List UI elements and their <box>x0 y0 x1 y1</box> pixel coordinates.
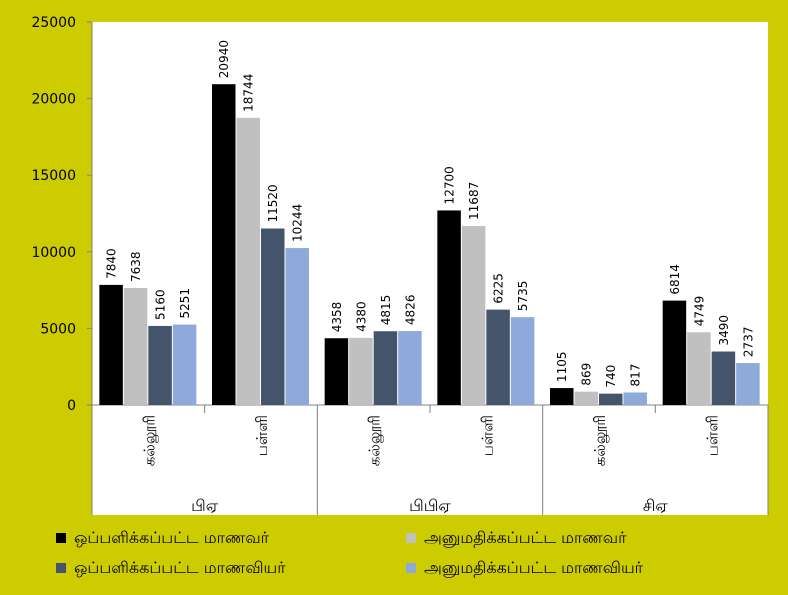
data-label: 1105 <box>555 352 569 383</box>
y-tick-label: 20000 <box>31 92 76 108</box>
bar <box>486 309 510 405</box>
bar <box>736 363 760 405</box>
legend-item-admitted-female: அனுமதிக்கப்பட்ட மாணவியர் <box>406 557 643 579</box>
data-label: 11520 <box>266 184 280 222</box>
bar <box>574 391 598 405</box>
data-label: 5735 <box>516 281 530 312</box>
bar <box>349 337 373 405</box>
y-tick-label: 25000 <box>31 15 76 31</box>
bar <box>550 388 574 405</box>
data-label: 5160 <box>154 289 168 320</box>
data-label: 12700 <box>443 166 457 204</box>
bar <box>687 332 711 405</box>
plot-area <box>92 22 768 405</box>
data-label: 4380 <box>354 301 368 332</box>
bar <box>99 284 123 405</box>
legend-label-admitted-female: அனுமதிக்கப்பட்ட மாணவியர் <box>424 557 644 577</box>
legend-item-sanctioned-male: ஒப்பளிக்கப்பட்ட மாணவர் <box>56 527 269 549</box>
category-label: கல்லூரி <box>591 415 610 466</box>
bar <box>324 338 349 405</box>
data-label: 4749 <box>692 296 706 327</box>
group-label: சிஏ <box>643 496 669 515</box>
legend-label-sanctioned-male: ஒப்பளிக்கப்பட்ட மாணவர் <box>74 527 270 547</box>
data-label: 869 <box>580 363 594 386</box>
category-label: கல்லூரி <box>140 415 159 466</box>
bar <box>148 325 172 405</box>
bar <box>236 117 260 405</box>
bar <box>123 287 148 405</box>
legend-swatch-admitted-male <box>406 533 416 543</box>
legend-label-sanctioned-female: ஒப்பளிக்கப்பட்ட மாணவியர் <box>74 557 286 577</box>
data-label: 4826 <box>403 295 417 326</box>
category-label: கல்லூரி <box>366 415 385 466</box>
legend-swatch-sanctioned-male <box>56 533 66 543</box>
data-label: 10244 <box>291 204 305 242</box>
data-label: 740 <box>604 365 618 388</box>
category-label: பள்ளி <box>478 415 496 456</box>
bar <box>398 331 422 405</box>
legend: ஒப்பளிக்கப்பட்ட மாணவர் அனுமதிக்கப்பட்ட ம… <box>56 527 776 587</box>
legend-label-admitted-male: அனுமதிக்கப்பட்ட மாணவர் <box>424 527 627 547</box>
bar <box>261 228 285 405</box>
data-label: 11687 <box>467 182 481 220</box>
group-label: பிஏ <box>191 496 219 515</box>
legend-swatch-admitted-female <box>406 563 416 573</box>
group-label: பிபிஏ <box>409 496 451 515</box>
bar <box>172 324 197 405</box>
bar <box>373 331 398 405</box>
data-label: 4358 <box>330 302 344 333</box>
category-label: பள்ளி <box>704 415 722 456</box>
y-tick-label: 0 <box>67 398 76 414</box>
data-label: 817 <box>629 364 643 387</box>
bar <box>599 393 623 405</box>
data-label: 2737 <box>741 327 755 358</box>
bar <box>662 300 687 405</box>
bar <box>623 392 647 405</box>
legend-swatch-sanctioned-female <box>56 563 66 573</box>
bar <box>437 210 461 405</box>
data-label: 6225 <box>492 273 506 304</box>
category-label: பள்ளி <box>253 415 271 456</box>
bar <box>285 248 309 405</box>
y-tick-label: 5000 <box>40 321 76 337</box>
data-label: 3490 <box>717 315 731 346</box>
data-label: 6814 <box>668 264 682 295</box>
data-label: 4815 <box>379 295 393 326</box>
data-label: 7840 <box>105 248 119 279</box>
y-tick-label: 15000 <box>31 168 76 184</box>
bar <box>212 84 236 405</box>
legend-item-admitted-male: அனுமதிக்கப்பட்ட மாணவர் <box>406 527 626 549</box>
y-tick-label: 10000 <box>31 245 76 261</box>
bar <box>510 317 535 405</box>
bar <box>711 351 736 405</box>
bar <box>461 225 486 405</box>
data-label: 18744 <box>242 74 256 112</box>
data-label: 7638 <box>129 251 143 282</box>
data-label: 20940 <box>217 40 231 78</box>
legend-item-sanctioned-female: ஒப்பளிக்கப்பட்ட மாணவியர் <box>56 557 286 579</box>
data-label: 5251 <box>178 288 192 319</box>
category-axis-area <box>92 405 768 515</box>
